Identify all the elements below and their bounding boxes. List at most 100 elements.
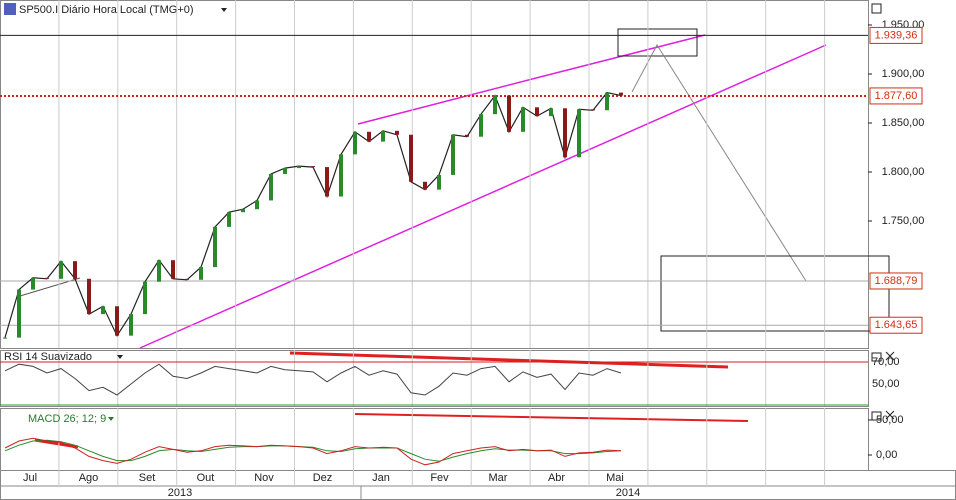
y-tick-label: 70,00 (872, 356, 900, 368)
price-panel-frame (0, 0, 869, 349)
candle (269, 173, 273, 201)
dropdown-arrow (117, 355, 123, 359)
candle (157, 260, 161, 282)
candle (283, 168, 287, 174)
candle (619, 92, 623, 96)
candle (17, 289, 21, 338)
month-label: Mar (489, 472, 508, 484)
wedge-upper-line[interactable] (357, 76, 541, 125)
rsi-close[interactable] (885, 351, 895, 361)
candle (45, 277, 49, 279)
candle (535, 107, 539, 117)
candle (395, 130, 399, 135)
month-label: Dez (313, 472, 333, 484)
candle (143, 281, 147, 315)
drawings (19, 28, 890, 449)
rsi-title: RSI 14 Suavizado (4, 351, 92, 363)
target-box[interactable] (617, 28, 698, 57)
maximize-button[interactable] (871, 3, 882, 14)
y-tick-label: 50,00 (876, 414, 904, 426)
y-tick-label: 1.900,00 (882, 68, 925, 80)
candle (171, 260, 175, 279)
month-label: Ago (79, 472, 99, 484)
month-label: Mai (606, 472, 624, 484)
candle (241, 209, 245, 213)
chart-title[interactable]: SP500.I Diário Hora Local (TMG+0) (19, 4, 194, 16)
candle (507, 95, 511, 132)
candle (339, 154, 343, 197)
candle (31, 277, 35, 290)
price-tag-box (869, 87, 923, 105)
candle (255, 200, 259, 210)
candle (451, 134, 455, 175)
candle (591, 109, 595, 111)
month-label: Nov (254, 472, 274, 484)
month-label: Set (139, 472, 156, 484)
candle (115, 306, 119, 336)
candle (381, 130, 385, 142)
price-tag: 1.877,60 (875, 90, 918, 102)
macd-divergence[interactable] (354, 413, 749, 422)
price-tag: 1.643,65 (875, 319, 918, 331)
rsi-line (4, 363, 622, 396)
candle (87, 278, 91, 315)
macd-line (4, 437, 622, 466)
macd-maximize[interactable] (871, 411, 882, 421)
y-tick-label: 1.850,00 (882, 117, 925, 129)
year-label: 2014 (616, 487, 640, 499)
rsi-panel-frame (0, 350, 869, 407)
price-tag-box (869, 272, 923, 290)
candle (199, 267, 203, 280)
projection-path[interactable] (631, 44, 807, 282)
candle (311, 166, 315, 168)
candle (493, 95, 497, 115)
year-label: 2013 (168, 487, 192, 499)
candle (465, 134, 469, 137)
macd-close[interactable] (885, 410, 895, 420)
month-label: Out (197, 472, 215, 484)
month-label: Jul (23, 472, 37, 484)
candle (423, 181, 427, 190)
price-tag-box (869, 26, 923, 44)
candle (227, 212, 231, 227)
macd-title: MACD 26; 12; 9 (28, 413, 106, 425)
price-tag-box (869, 316, 923, 334)
dropdown-arrow[interactable] (221, 8, 227, 12)
y-tick-label: 0,00 (876, 449, 897, 461)
candle (521, 107, 525, 132)
candle (3, 337, 7, 339)
candle (549, 108, 553, 117)
projection-box[interactable] (660, 255, 890, 332)
rsi-maximize[interactable] (871, 352, 882, 362)
candle (479, 114, 483, 137)
candle (437, 174, 441, 190)
symbol-icon (4, 3, 16, 15)
candle (367, 131, 371, 142)
wedge-lower-line[interactable] (139, 44, 827, 349)
month-label: Fev (430, 472, 449, 484)
candle (297, 166, 301, 169)
y-tick-label: 1.750,00 (882, 215, 925, 227)
month-label: Jan (372, 472, 390, 484)
candle (577, 109, 581, 158)
y-tick-label: 1.800,00 (882, 166, 925, 178)
candle (129, 314, 133, 336)
price-tag: 1.688,79 (875, 275, 918, 287)
candle (409, 134, 413, 182)
candle (563, 108, 567, 158)
candle (213, 226, 217, 268)
y-tick-label: 50,00 (872, 378, 900, 390)
candle (73, 261, 77, 279)
candle (185, 278, 189, 280)
month-label: Abr (548, 472, 565, 484)
candle (605, 92, 609, 111)
candle (101, 306, 105, 315)
dropdown-arrow (108, 417, 114, 421)
rsi-divergence[interactable] (289, 351, 729, 369)
price-tag: 1.939,36 (875, 29, 918, 41)
candle (59, 261, 63, 279)
candle (353, 131, 357, 155)
candle (325, 167, 329, 197)
